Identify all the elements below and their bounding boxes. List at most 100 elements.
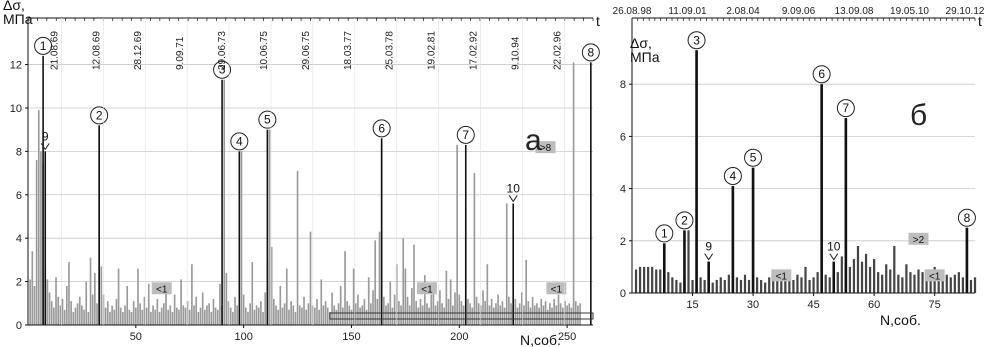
bar xyxy=(262,311,264,325)
bar xyxy=(402,238,405,325)
bar xyxy=(808,279,811,293)
bar xyxy=(158,311,161,325)
bar xyxy=(417,307,420,325)
bar xyxy=(48,292,51,325)
y-tick-label: 6 xyxy=(620,131,626,143)
bar xyxy=(456,144,458,325)
bar xyxy=(57,296,60,325)
bar xyxy=(518,303,521,325)
bar xyxy=(348,305,351,325)
bar xyxy=(687,230,690,293)
bar xyxy=(197,311,200,325)
bar xyxy=(452,305,454,325)
bar xyxy=(508,296,510,325)
bar xyxy=(458,294,461,325)
bar xyxy=(216,309,219,325)
bar xyxy=(897,274,900,293)
bar xyxy=(514,298,517,325)
bar xyxy=(727,274,730,293)
bar xyxy=(905,264,908,293)
bar xyxy=(283,303,286,325)
bar xyxy=(671,277,674,293)
bar xyxy=(74,307,77,325)
bar xyxy=(240,151,243,325)
badge xyxy=(924,269,945,282)
y-axis-label-line1: Δσ, xyxy=(630,35,652,51)
x-axis-label: N,соб. xyxy=(880,312,921,328)
bar xyxy=(538,307,540,325)
bar xyxy=(937,277,940,293)
bar xyxy=(917,269,920,293)
bar xyxy=(365,309,368,325)
bar xyxy=(290,301,292,325)
bar xyxy=(94,272,96,325)
bar xyxy=(195,296,198,325)
bar xyxy=(182,305,185,325)
x-tick-label: 30 xyxy=(747,299,759,311)
bar xyxy=(426,303,428,325)
bar xyxy=(109,311,111,325)
bar xyxy=(755,277,759,293)
bar xyxy=(679,282,682,293)
bar xyxy=(128,309,131,325)
bar xyxy=(881,274,884,293)
bar xyxy=(167,309,169,325)
bar xyxy=(529,307,532,325)
bar xyxy=(711,282,714,293)
bar xyxy=(163,303,165,325)
bar xyxy=(307,303,310,325)
badge-label: >2 xyxy=(913,235,925,246)
bar xyxy=(279,285,282,325)
y-tick-label: 4 xyxy=(16,233,22,245)
bar xyxy=(171,311,174,325)
bar xyxy=(87,311,90,325)
bar xyxy=(324,301,327,325)
bar xyxy=(232,311,234,325)
bar xyxy=(53,307,55,325)
event-label: 8 xyxy=(964,211,971,225)
bar xyxy=(499,305,502,325)
badge xyxy=(416,282,437,295)
bar xyxy=(173,294,176,325)
bar xyxy=(81,305,83,325)
event-marker xyxy=(744,148,763,167)
bar xyxy=(37,110,40,325)
bar xyxy=(255,305,258,325)
y-tick-label: 2 xyxy=(16,277,22,289)
bar xyxy=(404,268,407,325)
bar xyxy=(139,303,141,325)
badge xyxy=(151,282,172,295)
bar xyxy=(655,269,658,293)
event-marker xyxy=(213,60,232,79)
bar xyxy=(208,303,210,325)
bar xyxy=(229,307,232,325)
y-tick-label: 8 xyxy=(620,79,626,91)
bar xyxy=(382,296,385,325)
bar xyxy=(223,79,226,326)
bar xyxy=(385,305,387,325)
bar xyxy=(549,303,551,325)
bar xyxy=(768,277,771,293)
bar xyxy=(244,307,247,325)
event-label: 3 xyxy=(219,63,226,77)
bar xyxy=(482,290,484,325)
badge xyxy=(546,282,567,295)
bar xyxy=(495,303,497,325)
bar xyxy=(885,264,888,293)
bar xyxy=(566,305,568,325)
bar xyxy=(154,309,157,325)
bar xyxy=(969,279,973,293)
bar xyxy=(792,279,795,293)
bar xyxy=(68,262,70,325)
bar xyxy=(889,269,892,293)
bar xyxy=(784,279,787,293)
bar xyxy=(72,311,75,325)
bar xyxy=(505,203,508,325)
bar xyxy=(309,231,312,325)
bar xyxy=(313,307,316,325)
bar xyxy=(391,307,394,325)
bar xyxy=(270,246,273,325)
bar xyxy=(318,309,320,325)
bar xyxy=(691,279,694,293)
x-axis-label: N,соб. xyxy=(520,332,561,347)
